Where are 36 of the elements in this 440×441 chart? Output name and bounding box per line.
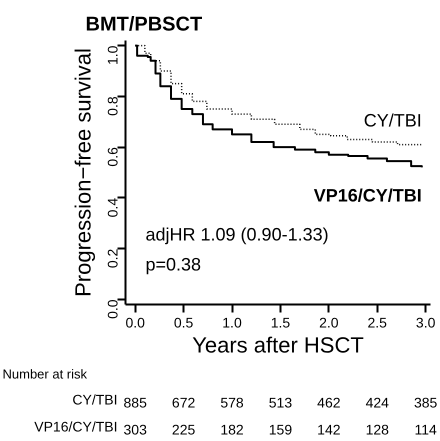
text: 159 — [268, 422, 292, 438]
text: 225 — [172, 422, 196, 438]
annotation: p=0.38 — [146, 254, 202, 274]
text: 128 — [366, 422, 390, 438]
x-tick-label: 0.0 — [125, 314, 146, 330]
x-tick-label: 2.5 — [368, 314, 388, 330]
text: 462 — [317, 394, 341, 410]
x-axis-title: Years after HSCT — [192, 332, 364, 358]
series-label: CY/TBI — [364, 110, 422, 131]
x-tick-label: 2.0 — [319, 314, 339, 330]
text: 114 — [414, 422, 438, 438]
text: 513 — [268, 394, 292, 410]
text: 182 — [220, 422, 244, 438]
y-tick-label: 0.4 — [104, 198, 120, 218]
x-tick-label: 3.0 — [416, 314, 436, 330]
y-tick-label: 0.6 — [104, 146, 120, 167]
annotation: adjHR 1.09 (0.90-1.33) — [146, 224, 329, 244]
y-tick-label: 0.8 — [104, 96, 120, 116]
text: 142 — [317, 422, 341, 438]
text: 385 — [414, 394, 438, 410]
text: VP16/CY/TBI — [34, 418, 118, 435]
text: 424 — [366, 394, 390, 410]
x-tick-label: 1.0 — [222, 314, 242, 330]
text: CY/TBI — [72, 391, 118, 408]
y-axis-title: Progression−free survival — [70, 48, 96, 297]
chart-title: BMT/PBSCT — [86, 14, 202, 36]
x-tick-label: 0.5 — [174, 314, 194, 330]
text: 672 — [172, 394, 196, 410]
series-label: VP16/CY/TBI — [314, 185, 422, 206]
text: Number at risk — [2, 366, 88, 382]
y-tick-label: 0.2 — [104, 248, 120, 268]
y-tick-label: 1.0 — [104, 45, 120, 66]
text: 578 — [220, 394, 244, 410]
x-tick-label: 1.5 — [270, 314, 290, 330]
text: 303 — [124, 422, 148, 438]
text: 885 — [124, 394, 148, 410]
